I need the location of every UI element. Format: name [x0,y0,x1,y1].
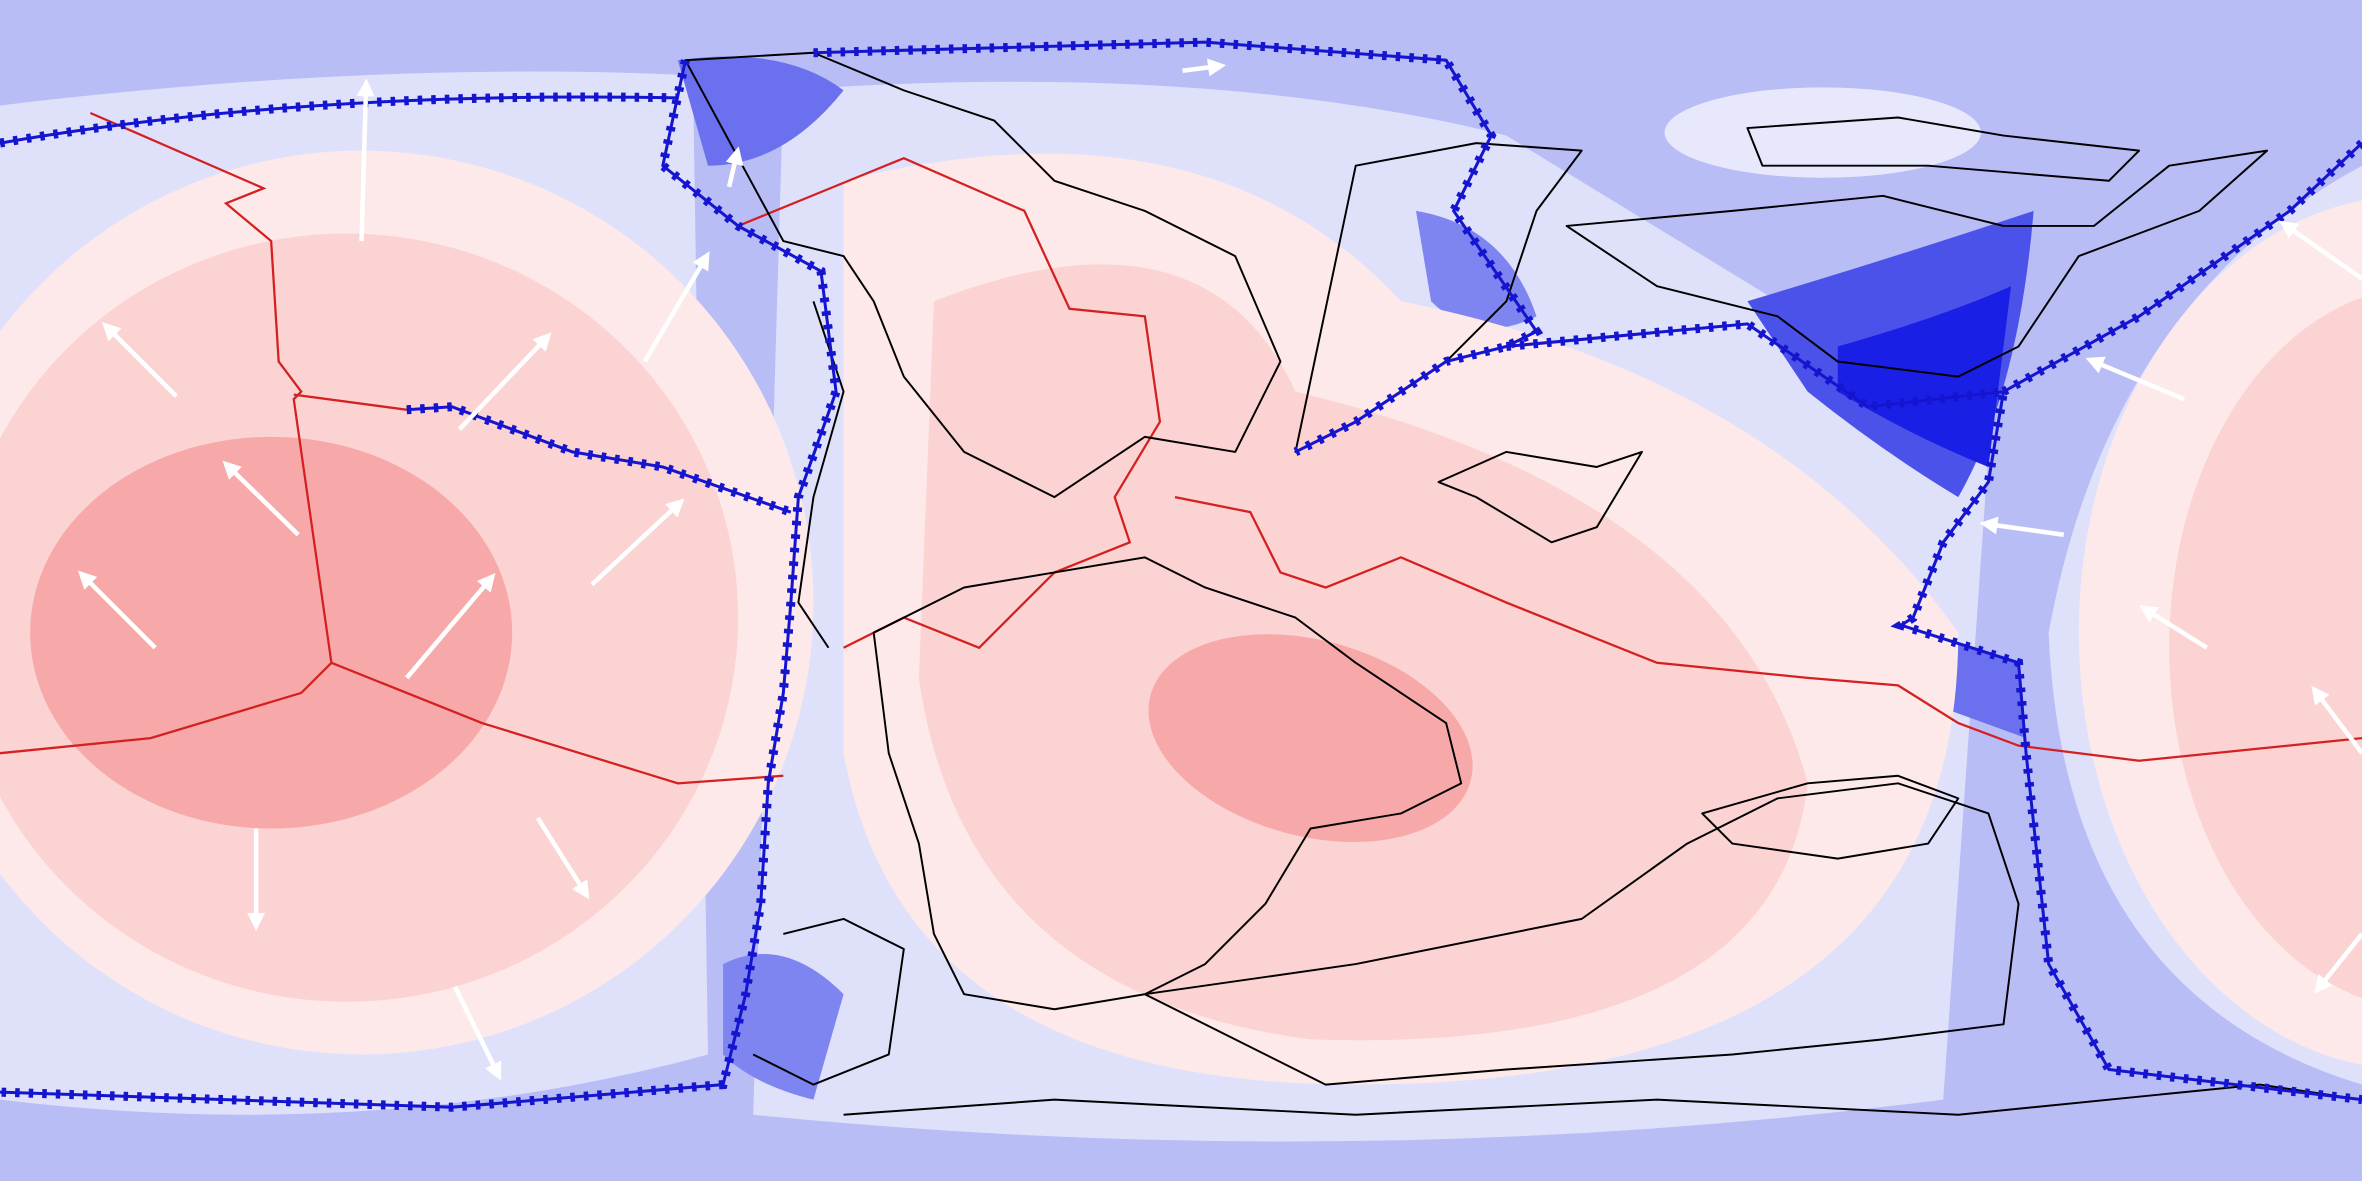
velocity-arrow [2314,932,2362,994]
velocity-arrow [2311,685,2362,755]
velocity-arrow [452,985,502,1081]
velocity-arrow [77,570,157,650]
velocity-arrow [2085,356,2186,402]
coastline [843,1083,2362,1116]
velocity-arrow [222,460,300,537]
velocity-arrow [2279,220,2362,281]
coastline [684,51,1282,499]
coastline [1143,782,2020,1086]
ridge [1174,495,2362,762]
velocity-arrow [2138,605,2209,650]
coastline [1746,116,2141,182]
velocity-arrow [535,816,590,900]
ridge [0,111,333,755]
contour-band [918,264,1808,1041]
velocity-arrow [642,251,710,363]
velocity-arrow [1979,516,2065,538]
velocity-arrow [102,321,178,398]
subduction-teeth [813,37,2362,1105]
coastline [1565,149,2269,378]
coastline [1701,774,1960,860]
subduction-teeth [0,59,841,1112]
coastline [752,917,905,1086]
velocity-arrow [404,573,496,680]
contour-band [30,436,513,829]
velocity-arrow [590,498,685,587]
velocity-arrow [356,78,375,242]
ridge [293,393,784,785]
subduction-teeth [406,402,793,517]
contour-band [2169,297,2362,998]
contour-band [1664,87,1981,178]
contour-band [677,56,844,166]
velocity-arrows [77,58,2362,1081]
velocity-arrow [725,146,744,188]
coastline [872,556,1463,1011]
velocity-arrow [1182,58,1227,77]
contour-band [723,954,844,1100]
contour-band [1837,286,2012,467]
velocity-arrow [457,332,552,431]
coastline [1437,450,1643,544]
ridge [737,156,1162,650]
